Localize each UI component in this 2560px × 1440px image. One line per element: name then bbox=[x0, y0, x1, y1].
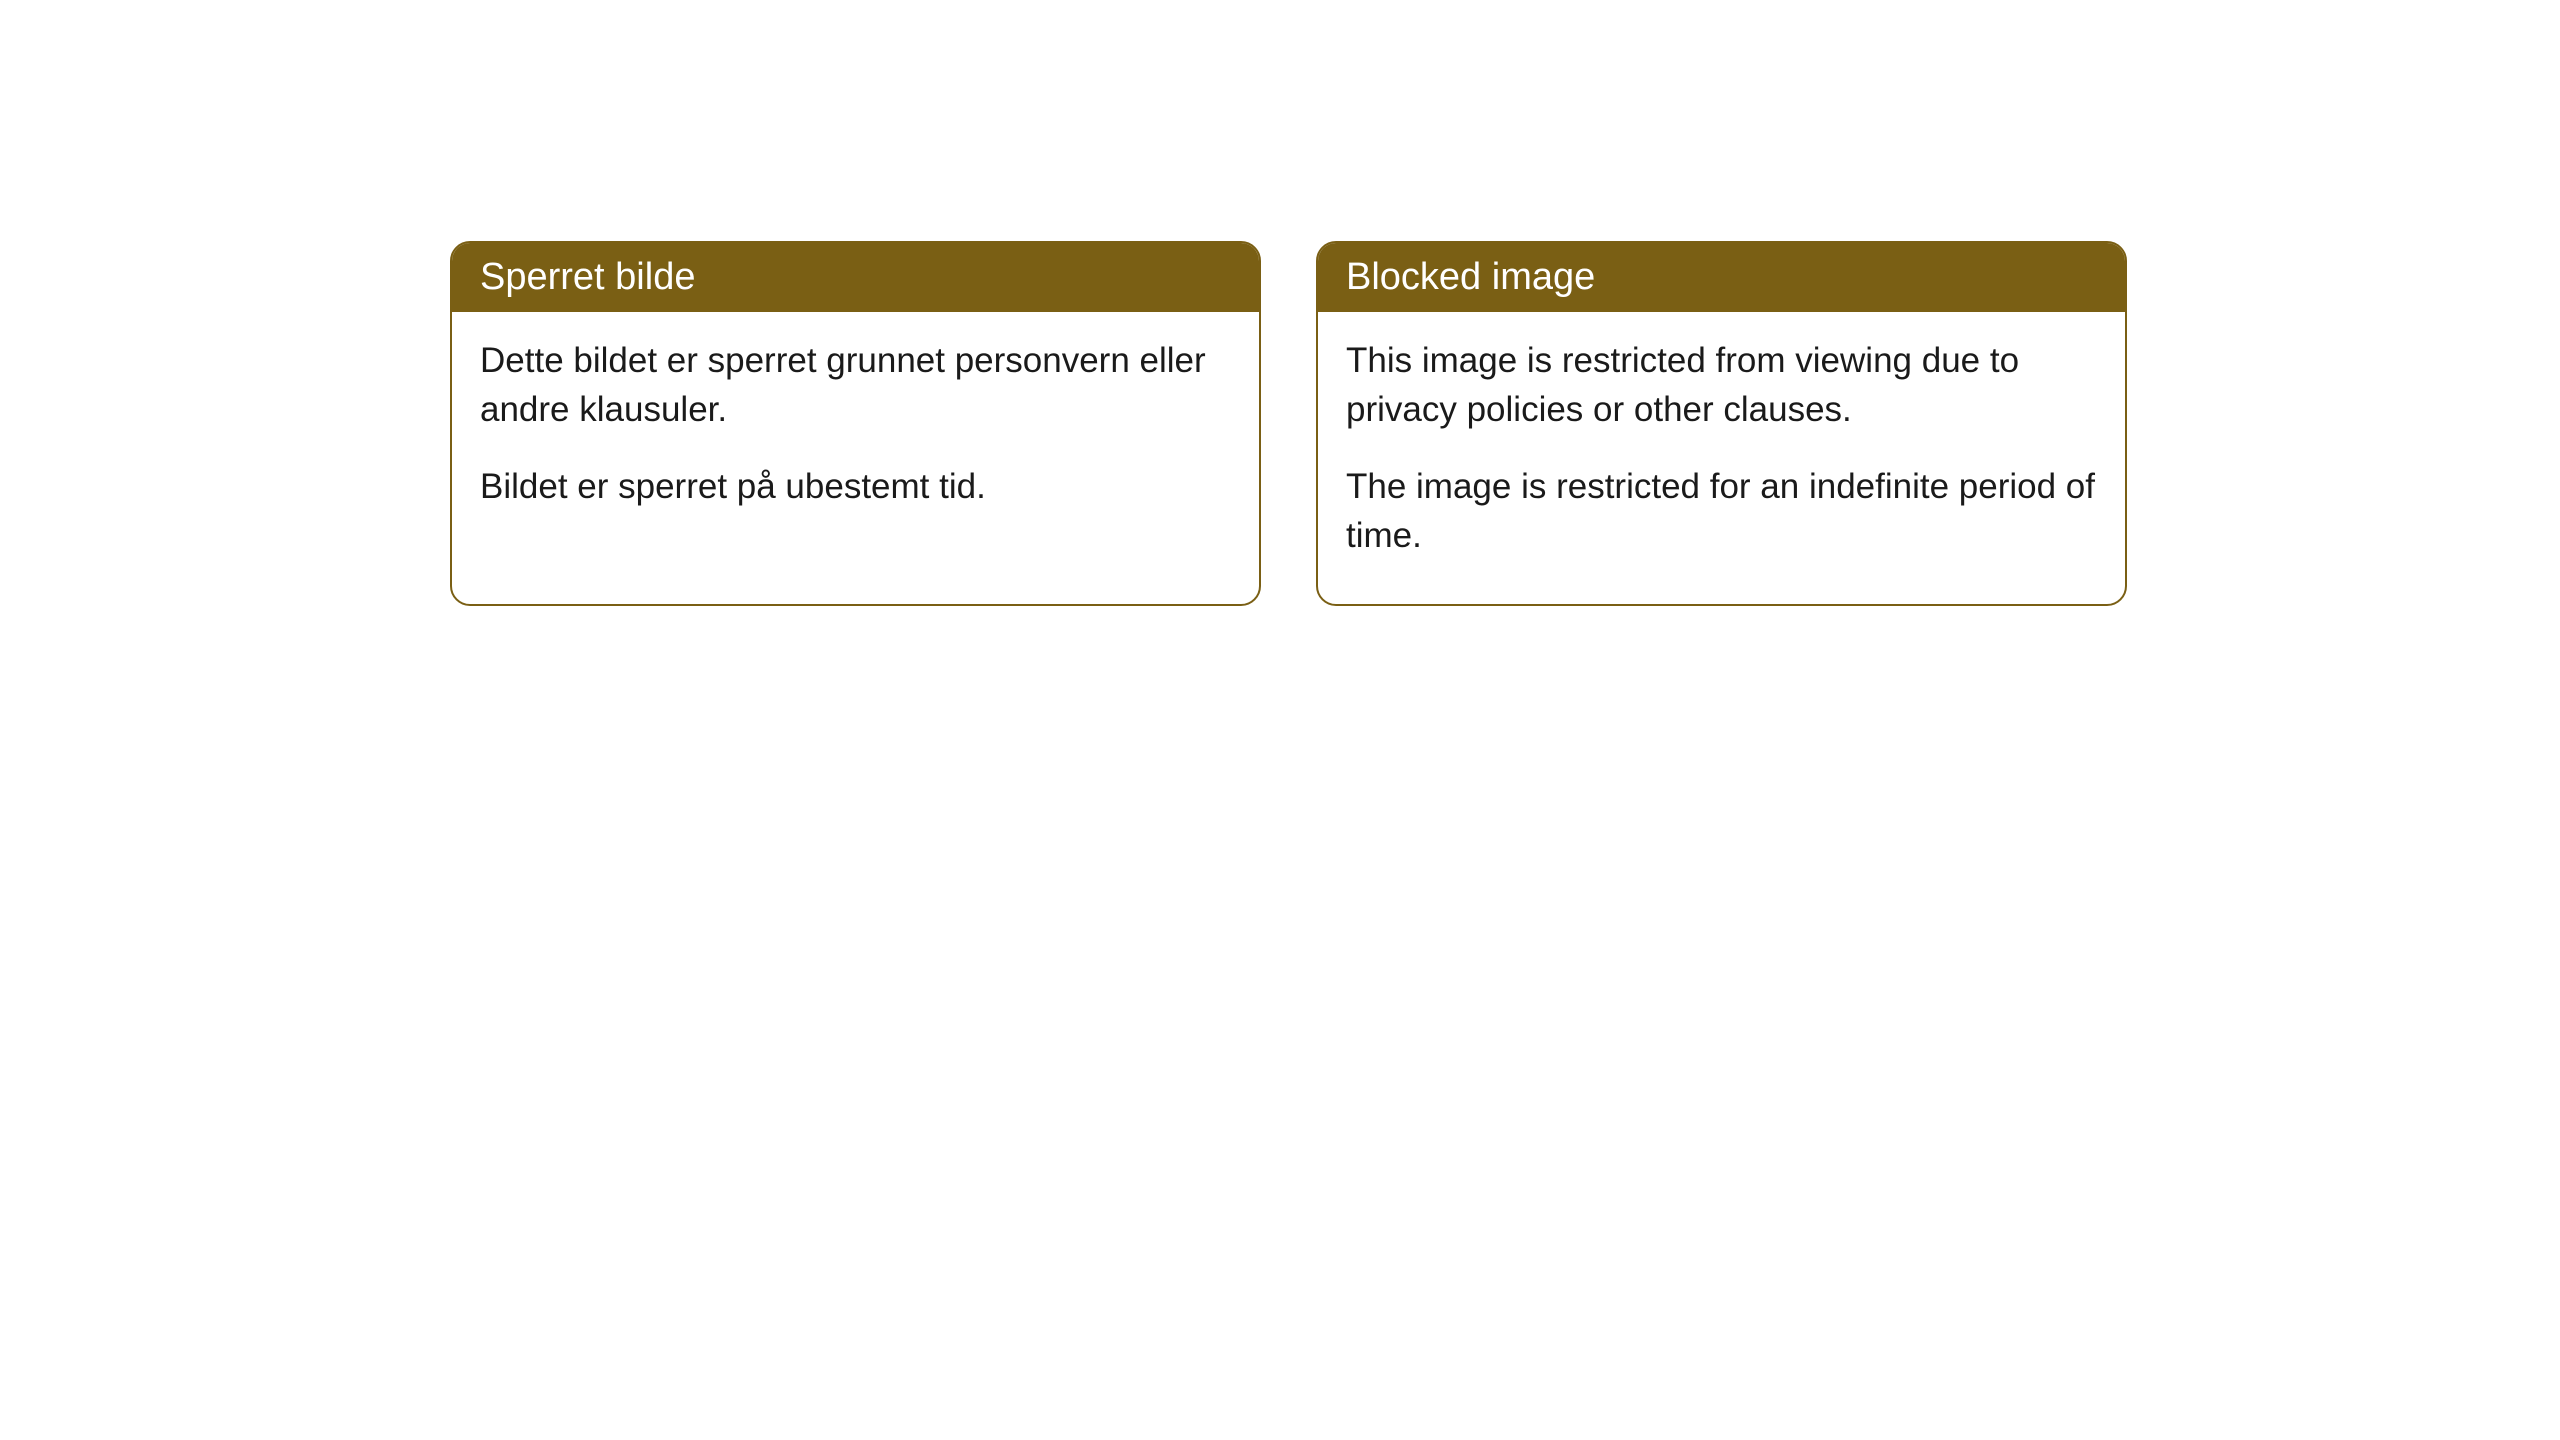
notice-card-english: Blocked image This image is restricted f… bbox=[1316, 241, 2127, 606]
card-text-norwegian-2: Bildet er sperret på ubestemt tid. bbox=[480, 462, 1231, 511]
card-text-norwegian-1: Dette bildet er sperret grunnet personve… bbox=[480, 336, 1231, 434]
card-body-english: This image is restricted from viewing du… bbox=[1318, 312, 2125, 604]
card-title-english: Blocked image bbox=[1346, 256, 1595, 298]
card-body-norwegian: Dette bildet er sperret grunnet personve… bbox=[452, 312, 1259, 555]
card-title-norwegian: Sperret bilde bbox=[480, 256, 695, 298]
card-text-english-2: The image is restricted for an indefinit… bbox=[1346, 462, 2097, 560]
notice-cards-container: Sperret bilde Dette bildet er sperret gr… bbox=[450, 241, 2127, 606]
card-header-english: Blocked image bbox=[1318, 243, 2125, 312]
notice-card-norwegian: Sperret bilde Dette bildet er sperret gr… bbox=[450, 241, 1261, 606]
card-text-english-1: This image is restricted from viewing du… bbox=[1346, 336, 2097, 434]
card-header-norwegian: Sperret bilde bbox=[452, 243, 1259, 312]
